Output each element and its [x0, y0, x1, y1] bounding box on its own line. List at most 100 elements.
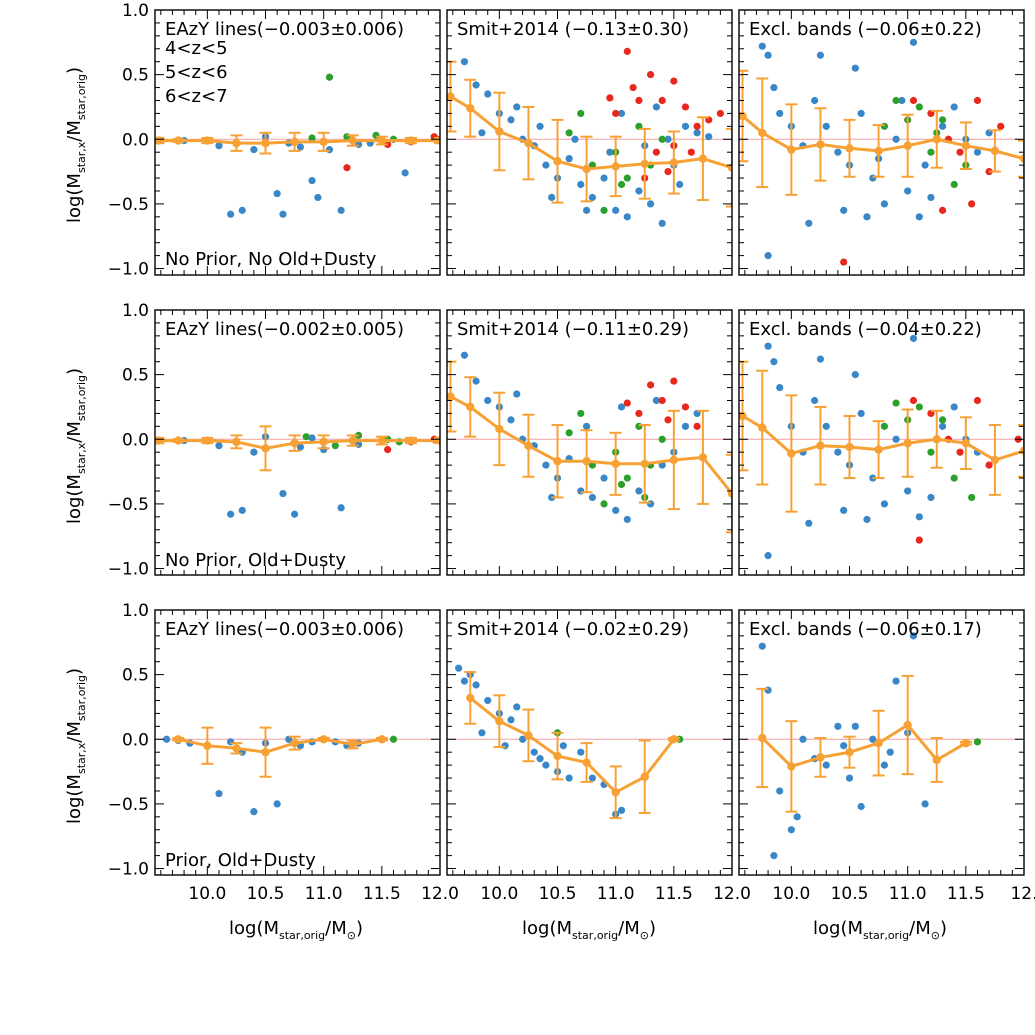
median-point	[553, 157, 562, 166]
data-point-z45	[764, 342, 772, 350]
data-point-z45	[886, 748, 894, 756]
data-point-z45	[793, 813, 801, 821]
data-point-z45	[308, 434, 316, 442]
x-tick-label: 11.0	[597, 884, 635, 904]
data-point-z56	[658, 435, 666, 443]
data-point-z56	[880, 422, 889, 430]
data-point-z67	[658, 396, 666, 405]
data-point-z67	[973, 396, 982, 405]
x-axis-label-col-0: log(Mstar,orig/M⊙)	[229, 918, 363, 942]
median-point	[990, 146, 1000, 156]
data-point-z56	[950, 474, 958, 482]
median-point	[582, 164, 591, 174]
median-point	[232, 437, 241, 447]
data-point-z45	[693, 129, 701, 137]
data-point-z56	[968, 493, 976, 502]
median-point	[524, 441, 533, 450]
median-point	[787, 449, 796, 458]
median-line	[158, 139, 440, 145]
data-point-z56	[938, 416, 947, 424]
data-point-z45	[892, 435, 900, 443]
legend-entry-z56: 5<z<6	[165, 62, 228, 83]
data-point-z45	[938, 122, 947, 130]
y-tick-label: 1.0	[122, 1, 149, 21]
data-point-z45	[840, 206, 848, 214]
data-point-z45	[857, 802, 865, 811]
y-tick-label: −1.0	[108, 560, 149, 580]
data-point-z45	[472, 377, 480, 385]
row-note-1: No Prior, Old+Dusty	[165, 550, 346, 571]
data-point-z45	[565, 774, 573, 782]
panel-plot-area	[447, 47, 732, 227]
data-point-z45	[758, 42, 766, 50]
data-point-z56	[308, 134, 316, 142]
data-point-z56	[617, 480, 626, 489]
data-point-z56	[927, 448, 935, 456]
data-point-z45	[770, 852, 778, 860]
data-point-z67	[687, 148, 695, 156]
data-point-z45	[472, 681, 480, 689]
data-point-z45	[834, 448, 842, 456]
data-point-z67	[670, 77, 678, 85]
y-tick-label: −0.5	[108, 495, 149, 515]
data-point-z45	[776, 787, 784, 795]
data-point-z45	[507, 716, 515, 724]
median-point	[348, 136, 357, 145]
data-point-z45	[652, 103, 660, 111]
data-point-z45	[892, 677, 900, 685]
median-point	[466, 402, 475, 412]
data-point-z56	[600, 206, 608, 214]
data-point-z45	[676, 180, 684, 189]
median-point	[611, 162, 620, 171]
data-point-z45	[764, 686, 772, 694]
panel-0-1: Smit+2014 (−0.13±0.30)	[446, 9, 733, 276]
data-point-z45	[582, 422, 591, 430]
median-point	[377, 735, 387, 744]
data-point-z45	[612, 506, 620, 514]
x-tick-label: 11.5	[363, 884, 401, 904]
panel-frame	[446, 309, 733, 576]
x-axis-label-col-2: log(Mstar,orig/M⊙)	[813, 918, 947, 942]
median-point	[961, 141, 971, 150]
data-point-z45	[805, 219, 813, 227]
median-point	[758, 733, 767, 743]
median-line	[761, 723, 967, 769]
data-point-z45	[559, 742, 567, 750]
data-point-z45	[401, 169, 409, 177]
median-point	[874, 146, 883, 156]
data-point-z67	[693, 422, 701, 430]
y-tick-label: 0.5	[122, 666, 149, 686]
median-point	[961, 438, 971, 448]
data-point-z67	[938, 206, 947, 214]
median-point	[261, 138, 270, 148]
y-tick-label: 1.0	[122, 601, 149, 621]
data-point-z45	[460, 677, 469, 685]
data-point-z45	[776, 383, 784, 392]
data-point-z45	[606, 148, 614, 156]
median-point	[1019, 154, 1024, 163]
median-point	[640, 159, 649, 169]
median-point	[903, 141, 912, 150]
y-tick-label: −0.5	[108, 195, 149, 215]
median-point	[174, 136, 183, 145]
data-point-z45	[325, 146, 334, 154]
median-line	[177, 737, 383, 754]
data-point-z45	[646, 200, 655, 208]
x-tick-label: 10.0	[480, 884, 518, 904]
median-point	[406, 436, 416, 445]
data-point-z56	[565, 429, 573, 437]
data-point-z45	[542, 761, 550, 769]
data-point-z45	[215, 142, 223, 150]
data-point-z67	[635, 96, 643, 105]
median-point	[348, 740, 357, 749]
data-point-z67	[973, 96, 982, 105]
data-point-z45	[519, 735, 527, 743]
data-point-z45	[460, 58, 469, 66]
data-point-z45	[904, 187, 912, 195]
median-line	[449, 395, 732, 495]
y-tick-label: 0.0	[122, 430, 149, 450]
data-point-z45	[652, 396, 660, 405]
data-point-z45	[337, 206, 345, 214]
median-line	[741, 414, 1024, 462]
data-point-z56	[915, 103, 923, 111]
